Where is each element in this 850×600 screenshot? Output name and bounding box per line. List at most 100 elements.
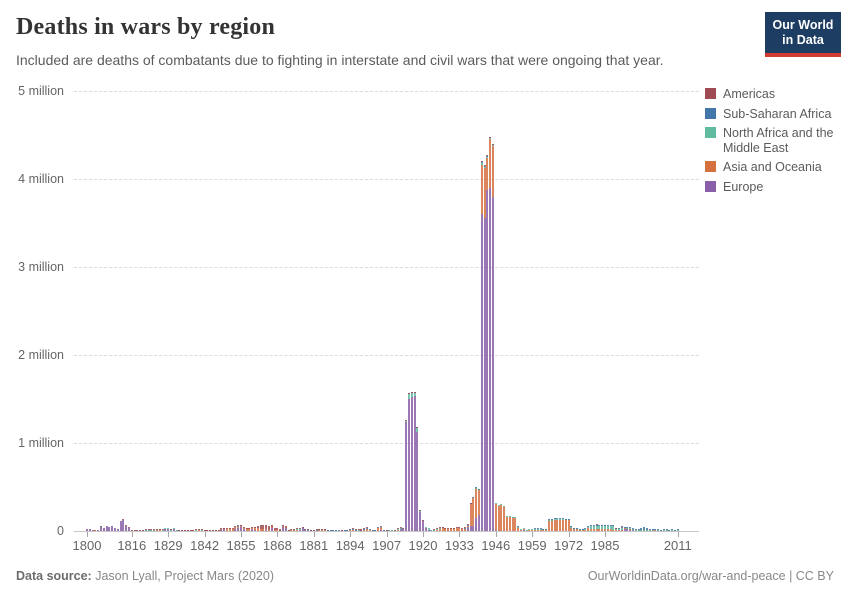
bar-segment-AM-1927[interactable] — [441, 527, 444, 528]
bar-segment-AO-1899[interactable] — [363, 529, 366, 531]
bar-segment-AM-1912[interactable] — [399, 526, 402, 528]
bar-segment-AM-1857[interactable] — [245, 527, 248, 529]
bar-segment-AM-1854[interactable] — [237, 525, 240, 526]
bar-segment-NAME-1980[interactable] — [590, 525, 592, 530]
bar-segment-AM-1900[interactable] — [366, 527, 368, 529]
bar-segment-AM-1989[interactable] — [615, 527, 618, 529]
bar-segment-NAME-1831[interactable] — [172, 528, 175, 529]
bar-segment-NAME-1972[interactable] — [567, 519, 570, 520]
bar-segment-AM-1982[interactable] — [595, 524, 598, 525]
bar-segment-AO-1864[interactable] — [265, 528, 268, 531]
bar-segment-AO-1946[interactable] — [494, 503, 497, 530]
bar-segment-SSA-1964[interactable] — [545, 528, 548, 530]
bar-segment-AO-1928[interactable] — [444, 528, 447, 531]
bar-segment-SSA-1906[interactable] — [382, 530, 385, 531]
bar-segment-SSA-1854[interactable] — [237, 525, 240, 527]
bar-segment-AO-1937[interactable] — [469, 503, 472, 526]
bar-segment-AO-1904[interactable] — [377, 528, 380, 531]
bar-segment-NAME-1875[interactable] — [296, 529, 298, 531]
bar-segment-NAME-2004[interactable] — [657, 529, 660, 531]
bar-segment-AO-1990[interactable] — [618, 530, 620, 531]
bar-segment-SSA-1887[interactable] — [329, 529, 332, 531]
bar-segment-AO-2001[interactable] — [648, 530, 651, 531]
bar-segment-AM-1924[interactable] — [433, 529, 436, 530]
bar-segment-EU-1992[interactable] — [623, 528, 626, 531]
bar-segment-NAME-1999[interactable] — [643, 529, 646, 531]
bar-segment-SSA-1944[interactable] — [489, 137, 492, 138]
bar-segment-AO-1884[interactable] — [321, 529, 324, 531]
bar-segment-NAME-1966[interactable] — [550, 519, 553, 521]
bar-segment-SSA-1901[interactable] — [368, 529, 371, 530]
bar-segment-NAME-1973[interactable] — [570, 526, 573, 529]
bar-segment-NAME-1923[interactable] — [430, 529, 433, 531]
bar-segment-AO-2002[interactable] — [651, 530, 654, 531]
bar-segment-NAME-1919[interactable] — [419, 510, 422, 512]
bar-segment-EU-1807[interactable] — [105, 526, 108, 531]
bar-segment-AM-1907[interactable] — [385, 529, 388, 531]
bar-segment-SSA-2008[interactable] — [668, 529, 671, 531]
bar-segment-NAME-2007[interactable] — [665, 529, 668, 531]
bar-segment-SSA-2011[interactable] — [676, 529, 679, 530]
bar-segment-AM-1858[interactable] — [248, 527, 251, 529]
bar-segment-EU-1918[interactable] — [416, 431, 419, 531]
bar-segment-AM-1871[interactable] — [284, 526, 287, 527]
bar-segment-AO-1960[interactable] — [534, 530, 536, 531]
bar-segment-AO-1985[interactable] — [604, 529, 606, 531]
bar-segment-AO-1950[interactable] — [506, 516, 508, 531]
bar-segment-AM-1881[interactable] — [312, 529, 315, 531]
bar-segment-NAME-1967[interactable] — [553, 518, 556, 521]
bar-segment-AO-1992[interactable] — [623, 528, 626, 529]
bar-segment-EU-1849[interactable] — [223, 528, 226, 531]
bar-segment-AO-1941[interactable] — [480, 164, 483, 215]
bar-segment-NAME-1979[interactable] — [587, 527, 590, 529]
bar-segment-NAME-1947[interactable] — [497, 505, 500, 506]
bar-segment-SSA-1995[interactable] — [632, 528, 634, 530]
bar-segment-AM-1885[interactable] — [324, 528, 326, 530]
bar-segment-SSA-1968[interactable] — [556, 517, 559, 520]
bar-segment-AO-1885[interactable] — [324, 530, 326, 531]
bar-segment-EU-1877[interactable] — [301, 528, 304, 531]
bar-segment-AM-1870[interactable] — [282, 524, 284, 526]
bar-segment-NAME-1950[interactable] — [506, 516, 508, 517]
bar-segment-AM-1830[interactable] — [170, 529, 172, 530]
bar-segment-NAME-1954[interactable] — [517, 526, 520, 528]
bar-segment-AM-1856[interactable] — [242, 527, 245, 528]
bar-segment-SSA-1855[interactable] — [240, 525, 242, 526]
bar-segment-AO-1924[interactable] — [433, 530, 436, 531]
bar-segment-AO-1856[interactable] — [242, 527, 245, 530]
bar-segment-AM-1876[interactable] — [298, 527, 301, 529]
bar-segment-AO-1973[interactable] — [570, 528, 573, 531]
bar-segment-NAME-1993[interactable] — [626, 527, 629, 529]
bar-segment-NAME-1991[interactable] — [620, 527, 623, 530]
bar-segment-EU-1848[interactable] — [220, 529, 223, 531]
bar-segment-NAME-1976[interactable] — [578, 529, 581, 530]
bar-segment-SSA-1896[interactable] — [354, 529, 357, 531]
bar-segment-NAME-1946[interactable] — [494, 503, 497, 504]
bar-segment-AM-1833[interactable] — [178, 529, 181, 531]
bar-segment-EU-1834[interactable] — [181, 530, 184, 531]
bar-segment-AO-1989[interactable] — [615, 529, 618, 531]
bar-segment-AM-1853[interactable] — [234, 526, 237, 527]
bar-segment-AM-1874[interactable] — [293, 529, 296, 530]
bar-segment-AO-1933[interactable] — [458, 528, 461, 531]
bar-segment-NAME-1925[interactable] — [436, 528, 438, 530]
bar-segment-EU-1905[interactable] — [380, 530, 382, 531]
bar-segment-SSA-1993[interactable] — [626, 526, 629, 528]
bar-segment-AM-1862[interactable] — [259, 525, 262, 529]
bar-segment-EU-1939[interactable] — [475, 517, 478, 531]
bar-segment-AM-1822[interactable] — [147, 529, 150, 530]
bar-segment-NAME-1839[interactable] — [195, 529, 198, 531]
bar-segment-AO-1959[interactable] — [531, 529, 534, 531]
bar-segment-EU-1811[interactable] — [116, 528, 119, 531]
bar-segment-AO-1925[interactable] — [436, 529, 438, 531]
bar-segment-AM-1819[interactable] — [139, 530, 142, 531]
bar-segment-NAME-1987[interactable] — [609, 525, 612, 530]
bar-segment-AM-1864[interactable] — [265, 524, 268, 529]
bar-segment-AM-1844[interactable] — [209, 530, 212, 531]
bar-segment-AO-1902[interactable] — [371, 530, 374, 531]
bar-segment-NAME-2009[interactable] — [671, 529, 674, 531]
legend-item-ao[interactable]: Asia and Oceania — [705, 160, 845, 175]
bar-segment-AO-1962[interactable] — [539, 529, 542, 531]
bar-segment-NAME-1990[interactable] — [618, 529, 620, 531]
bar-segment-SSA-2006[interactable] — [662, 529, 665, 530]
